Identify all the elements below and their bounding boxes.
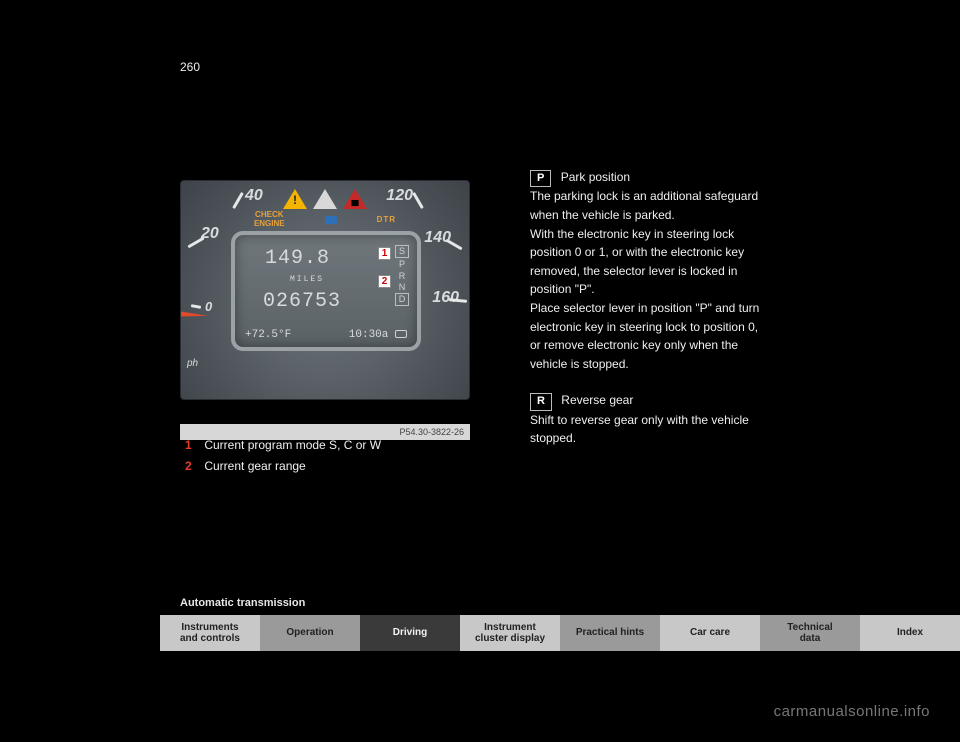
footer-nav: Instruments and controls Operation Drivi… [160,615,960,651]
callout-2-marker: 2 [378,275,391,288]
reverse-gear-paragraph: R Reverse gear Shift to reverse gear onl… [530,391,910,448]
gauge-tick [232,192,244,209]
gear-n: N [395,282,409,293]
nav-index[interactable]: Index [860,615,960,651]
gear-r: R [395,271,409,282]
program-mode-indicator: S [395,245,409,258]
speed-mark-40: 40 [245,187,263,205]
nav-practical-hints[interactable]: Practical hints [560,615,660,651]
vehicle-warning-icon: ▄ [343,189,367,209]
dtr-icon: DTR [377,215,396,224]
nav-operation[interactable]: Operation [260,615,360,651]
nav-car-care[interactable]: Car care [660,615,760,651]
legend-item: 1 Current program mode S, C or W [185,435,381,456]
odometer-value: 026753 [263,290,341,313]
miles-label: MILES [290,275,324,284]
selector-r-icon: R [530,393,552,410]
legend-text: Current program mode S, C or W [204,438,381,452]
nav-technical-data[interactable]: Technical data [760,615,860,651]
nav-instrument-cluster[interactable]: Instrument cluster display [460,615,560,651]
legend-number: 1 [185,435,201,456]
legend-item: 2 Current gear range [185,456,381,477]
body-text-column: P Park position The parking lock is an a… [530,168,910,466]
reverse-gear-text: Reverse gear Shift to reverse gear only … [530,393,749,445]
caution-triangle-icon: ! [283,189,307,209]
page-number: 260 [180,60,200,74]
legend-text: Current gear range [204,459,305,473]
speed-unit-label: ph [187,358,198,369]
gear-d: D [395,293,409,306]
trip-odometer-value: 149.8 [265,247,330,270]
legend-number: 2 [185,456,201,477]
triangle-icon [313,189,337,209]
gear-p: P [395,259,409,270]
selector-p-icon: P [530,170,551,187]
high-beam-icon [325,216,337,224]
nav-driving[interactable]: Driving [360,615,460,651]
gauge-tick [412,192,424,209]
instrument-cluster-figure: 20 40 120 140 160 0 ! ▄ CHECK ENGINE DTR [180,180,470,440]
speed-mark-120: 120 [386,187,413,205]
figure-legend: 1 Current program mode S, C or W 2 Curre… [185,435,381,477]
outside-temp-value: +72.5°F [245,329,291,341]
clock-value: 10:30a [349,329,407,341]
park-position-text: Park position The parking lock is an add… [530,170,759,371]
gauge-tick [191,304,201,309]
gear-indicator-column: S P R N D [395,245,409,307]
speed-mark-20: 20 [201,225,219,243]
callout-1-marker: 1 [378,247,391,260]
key-icon [395,330,407,338]
park-position-paragraph: P Park position The parking lock is an a… [530,168,910,373]
multifunction-display: 149.8 MILES 026753 +72.5°F 10:30a S P R … [231,231,421,351]
nav-instruments-controls[interactable]: Instruments and controls [160,615,260,651]
section-title: Automatic transmission [180,597,305,609]
check-engine-icon: CHECK ENGINE [254,211,285,229]
watermark: carmanualsonline.info [774,703,930,720]
